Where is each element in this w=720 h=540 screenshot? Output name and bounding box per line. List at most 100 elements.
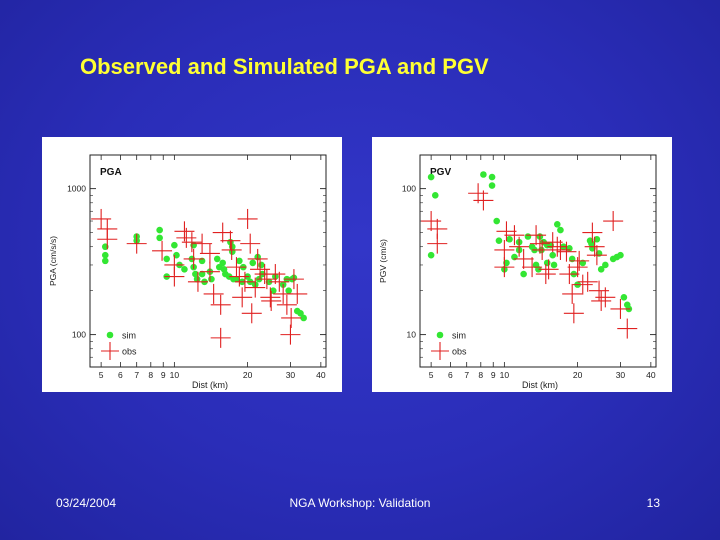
pgv-sim-point — [488, 182, 496, 189]
pga-obs-point — [176, 227, 197, 248]
pga-chart-panel: 5 6 7 8 9 10 20 30 40 100 1000 Dist (km) PGA (cm/s/s… — [42, 137, 342, 392]
pgv-obs-point — [577, 271, 598, 292]
pga-sim-point — [208, 275, 215, 283]
pga-obs-point — [265, 264, 286, 285]
pga-x-tick-label: 7 — [134, 370, 139, 380]
pga-obs-point — [232, 287, 253, 308]
pgv-legend-obs-marker — [431, 342, 449, 360]
pga-obs-point — [241, 303, 262, 324]
pga-obs-point — [210, 327, 231, 348]
pga-sim-point — [258, 261, 265, 269]
pga-obs-point — [126, 233, 147, 254]
pgv-obs-point — [547, 236, 568, 257]
pga-obs-point — [187, 271, 208, 292]
pgv-obs-point — [591, 290, 612, 311]
pga-obs-point — [164, 266, 185, 287]
pgv-panel-title: PGV — [430, 167, 451, 178]
pga-sim-point — [156, 226, 163, 234]
pga-y-axis-label: PGA (cm/s/s) — [48, 236, 58, 286]
pga-obs-point — [199, 243, 220, 264]
pgv-obs-point — [427, 233, 448, 254]
pgv-obs-point — [569, 250, 590, 271]
pgv-obs-point — [513, 248, 534, 269]
pgv-sim-point — [553, 220, 561, 228]
pgv-obs-point — [494, 257, 515, 278]
footer-caption: NGA Workshop: Validation — [289, 496, 431, 510]
pgv-sim-point — [597, 266, 605, 273]
pgv-obs-point — [494, 239, 515, 260]
pgv-obs-point — [572, 274, 593, 295]
pgv-sim-point — [488, 173, 496, 181]
pgv-obs-point — [584, 236, 605, 257]
pgv-obs-point — [556, 241, 577, 262]
pga-obs-point — [261, 290, 282, 311]
pga-obs-point — [237, 208, 258, 229]
pga-sim-point — [285, 287, 292, 294]
pgv-sim-point — [480, 171, 487, 178]
pgv-obs-point — [617, 318, 638, 339]
pga-x-tick-label: 40 — [316, 370, 326, 380]
pga-sim-point — [156, 234, 163, 242]
pgv-x-tick-label: 8 — [478, 370, 483, 380]
pga-obs-point — [192, 233, 213, 254]
pgv-sim-point — [506, 235, 513, 243]
pgv-obs-point — [586, 245, 607, 266]
pga-sim-point — [171, 241, 178, 249]
pgv-x-axis-label: Dist (km) — [522, 380, 558, 390]
pga-obs-point — [247, 248, 268, 269]
pga-obs-point — [281, 307, 302, 328]
pgv-sim-point — [549, 251, 557, 259]
pga-obs-point — [199, 261, 220, 282]
pga-x-tick-label: 6 — [118, 370, 123, 380]
slide-title: Observed and Simulated PGA and PGV — [80, 54, 489, 79]
pga-scatter-chart: 5 6 7 8 9 10 20 30 40 100 1000 Dist (km) PGA (cm/s/s… — [48, 154, 327, 390]
pgv-obs-point — [421, 211, 442, 232]
pga-x-axis-label: Dist (km) — [192, 380, 228, 390]
pga-sim-point — [297, 309, 304, 317]
pga-obs-point — [91, 208, 112, 229]
pgv-x-tick-label: 5 — [429, 370, 434, 380]
pga-y-tick-label: 1000 — [67, 184, 86, 194]
pgv-sim-point — [535, 266, 542, 273]
pgv-y-tick-label: 100 — [402, 184, 416, 194]
pga-obs-point — [226, 257, 247, 278]
pgv-obs-point — [522, 257, 543, 278]
pgv-scatter-chart: 5 6 7 8 9 10 20 30 40 10 100 Dist (km) PGV (cm/s) PGV… — [378, 154, 657, 390]
pgv-sim-point — [593, 235, 601, 243]
pga-legend-obs-marker — [101, 342, 119, 360]
pgv-plot-frame — [419, 154, 657, 368]
pga-obs-point — [287, 283, 308, 304]
pga-obs-point — [210, 294, 231, 315]
pga-y-tick-label: 100 — [72, 330, 86, 340]
pgv-obs-point — [610, 298, 631, 319]
pga-obs-point — [212, 222, 233, 243]
pga-sim-point — [192, 270, 199, 278]
pga-sim-point — [213, 255, 221, 263]
pgv-sim-point — [550, 261, 558, 269]
pgv-sim-point — [427, 173, 435, 181]
pga-sim-point — [219, 259, 227, 267]
pgv-sim-point — [617, 251, 624, 259]
pga-legend-sim-marker — [106, 331, 114, 339]
pgv-obs-point — [538, 259, 559, 280]
pgv-sim-point — [602, 261, 609, 269]
pgv-chart-panel: 5 6 7 8 9 10 20 30 40 10 100 Dist (km) PGV (cm/s) PGV… — [372, 137, 672, 392]
pga-sim-point — [181, 266, 188, 273]
pga-x-tick-label: 10 — [170, 370, 180, 380]
pgv-obs-point — [582, 222, 603, 243]
pga-obs-point — [181, 232, 202, 253]
pga-obs-point — [97, 229, 118, 250]
pgv-sim-point — [566, 245, 573, 252]
pgv-sim-point — [495, 237, 503, 244]
pga-sim-point — [249, 259, 257, 267]
pgv-obs-point — [563, 303, 584, 324]
pgv-x-tick-label: 20 — [573, 370, 583, 380]
pga-obs-point — [276, 294, 297, 315]
pga-obs-point — [234, 271, 255, 292]
pga-plot-frame — [89, 154, 327, 368]
pga-sim-point — [233, 275, 240, 283]
pgv-obs-point — [535, 264, 556, 285]
pgv-obs-point — [532, 239, 553, 260]
pga-sim-point — [101, 257, 109, 265]
pgv-sim-point — [620, 294, 628, 301]
